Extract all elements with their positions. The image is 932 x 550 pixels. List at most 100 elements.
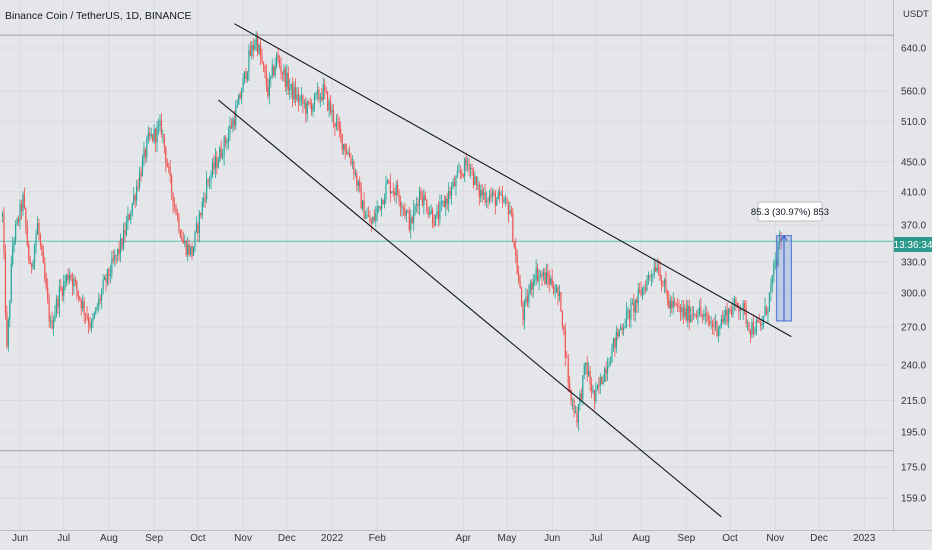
candle-body [332, 109, 335, 124]
y-tick-label: 300.0 [901, 288, 926, 299]
candle-body [388, 180, 390, 182]
trendline-upper[interactable] [234, 23, 792, 338]
candle-body [605, 368, 607, 374]
candle-body [191, 246, 193, 256]
candle-body [23, 194, 25, 209]
candle-body [112, 258, 114, 261]
candle-body [631, 302, 633, 304]
y-tick-label: 370.0 [901, 221, 926, 232]
candle-body [541, 274, 543, 277]
candle-body [442, 200, 444, 202]
measure-arrowhead [780, 234, 788, 241]
candle-body [214, 156, 216, 169]
candle-body [255, 35, 257, 46]
candle-body [525, 296, 527, 303]
candle-body [752, 322, 754, 334]
candle-body [58, 287, 60, 308]
candle-body [500, 194, 502, 196]
x-tick-label: Jul [590, 533, 603, 544]
candle-body [44, 263, 46, 280]
candle-body [77, 290, 79, 297]
candle-body [92, 317, 94, 322]
candle-body [701, 314, 703, 317]
candle-body [468, 164, 470, 170]
candle-body [79, 296, 81, 300]
candle-body [437, 210, 440, 220]
candle-body [669, 301, 671, 309]
x-tick-label: Jul [57, 533, 70, 544]
candle-body [192, 246, 195, 256]
candle-body [392, 191, 394, 193]
candle-body [343, 144, 345, 150]
candle-body [117, 248, 119, 256]
horizontal-levels [0, 34, 893, 452]
candle-body [545, 272, 547, 284]
candle-body [154, 128, 157, 143]
candle-body [707, 315, 709, 322]
price-axis[interactable]: 640.0 560.0 510.0 450.0 410.0 370.0 330.0 300.0… [901, 44, 926, 505]
candle-body [742, 302, 744, 311]
candle-body [599, 376, 601, 387]
candle-body [22, 194, 24, 211]
candle-body [357, 181, 359, 186]
candle-body [33, 245, 36, 263]
candle-body [518, 273, 520, 282]
candle-body [17, 218, 20, 222]
candle-body [640, 290, 642, 296]
chart-title: Binance Coin / TetherUS, 1D, BINANCE [5, 10, 192, 22]
candle-body [413, 209, 415, 223]
trendline-lower[interactable] [217, 99, 722, 518]
candle-body [379, 206, 381, 210]
candle-body [433, 223, 435, 226]
candle-body [160, 120, 163, 135]
candle-body [308, 101, 310, 103]
y-tick-label: 175.0 [901, 463, 926, 474]
y-tick-label: 270.0 [901, 322, 926, 333]
candle-body [660, 280, 663, 285]
candle-body [553, 286, 555, 294]
candle-body [729, 308, 731, 312]
candle-body [297, 93, 300, 103]
candle-body [551, 278, 553, 287]
candle-body [305, 103, 307, 114]
candle-body [335, 121, 337, 127]
candle-body [644, 287, 647, 291]
candle-body [652, 275, 654, 276]
candle-body [480, 190, 482, 198]
candle-body [136, 186, 138, 201]
candle-body [523, 302, 526, 321]
candle-body [67, 274, 69, 281]
candle-body [224, 137, 227, 144]
candle-body [637, 289, 639, 304]
x-tick-label: Oct [190, 533, 206, 544]
candle-body [57, 298, 59, 308]
candle-body [478, 184, 480, 198]
candle-body [198, 213, 200, 233]
measure-tool[interactable] [776, 234, 792, 322]
candle-body [490, 195, 492, 197]
candle-body [217, 161, 219, 168]
candle-body [211, 162, 214, 175]
candle-body [280, 65, 282, 73]
candle-body [111, 258, 113, 275]
candle-body [359, 181, 361, 188]
time-axis[interactable]: Jun Jul Aug Sep Oct Nov Dec 2022 Feb Apr May Jun Jul… [12, 533, 876, 544]
candle-body [621, 327, 623, 330]
candle-body [741, 309, 743, 311]
candle-body [366, 215, 368, 217]
candle-body [590, 384, 593, 393]
candle-body [153, 128, 155, 141]
candle-body [197, 224, 199, 233]
candle-body [82, 301, 84, 309]
candle-body [630, 303, 632, 320]
candle-body [560, 292, 562, 312]
candle-body [771, 275, 773, 285]
candle-body [401, 207, 403, 209]
candle-body [487, 200, 489, 202]
candle-body [41, 244, 43, 252]
candle-body [213, 162, 215, 169]
candle-body [506, 198, 508, 204]
candle-body [569, 382, 571, 390]
y-tick-label: 510.0 [901, 117, 926, 128]
